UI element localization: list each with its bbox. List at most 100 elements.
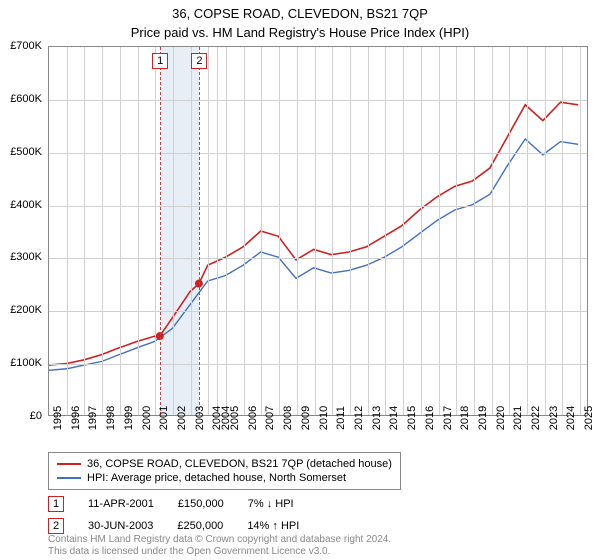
x-axis-tick-label: 2018 [459,406,471,430]
gridline-horizontal [49,258,587,259]
gridline-horizontal [49,100,587,101]
sale-date: 30-JUN-2003 [88,520,153,532]
series-line [49,139,578,370]
gridline-horizontal [49,153,587,154]
gridline-vertical [279,47,280,415]
x-axis-tick-label: 2006 [247,406,259,430]
sale-marker-box-on-chart: 1 [152,53,168,69]
x-axis-tick-label: 2008 [282,406,294,430]
legend-item: 36, COPSE ROAD, CLEVEDON, BS21 7QP (deta… [57,457,392,471]
sale-date: 11-APR-2001 [88,498,154,510]
y-axis-tick-label: £200K [0,304,46,316]
x-axis-tick-label: 1995 [52,406,64,430]
gridline-vertical [120,47,121,415]
footer-copyright: Contains HM Land Registry data © Crown c… [48,534,391,546]
sale-price: £250,000 [177,520,223,532]
gridline-vertical [545,47,546,415]
y-axis-tick-label: £500K [0,146,46,158]
x-axis-tick-label: 2022 [530,406,542,430]
chart-container: 36, COPSE ROAD, CLEVEDON, BS21 7QP Price… [0,0,600,560]
y-axis-tick-label: £400K [0,199,46,211]
gridline-vertical [84,47,85,415]
gridline-vertical [173,47,174,415]
sale-marker-line [160,47,161,415]
gridline-vertical [332,47,333,415]
sale-delta-hpi: 14% ↑ HPI [247,520,299,532]
chart-plot-area: 12 [48,46,588,416]
y-axis-tick-label: £100K [0,357,46,369]
gridline-vertical [509,47,510,415]
gridline-vertical [244,47,245,415]
x-axis-tick-label: 2020 [495,406,507,430]
x-axis-tick-label: 2002 [176,406,188,430]
x-axis-tick-label: 2025 [583,406,595,430]
gridline-vertical [155,47,156,415]
gridline-vertical [527,47,528,415]
x-axis-tick-label: 2024 [565,406,577,430]
gridline-vertical [562,47,563,415]
chart-legend: 36, COPSE ROAD, CLEVEDON, BS21 7QP (deta… [48,452,401,490]
gridline-vertical [368,47,369,415]
y-axis-tick-label: £700K [0,40,46,52]
x-axis-tick-label: 2007 [264,406,276,430]
chart-title-address: 36, COPSE ROAD, CLEVEDON, BS21 7QP [0,0,600,21]
gridline-vertical [421,47,422,415]
x-axis-tick-label: 2017 [442,406,454,430]
gridline-vertical [261,47,262,415]
x-axis-tick-label: 2014 [388,406,400,430]
gridline-vertical [217,47,218,415]
x-axis-tick-label: 2010 [318,406,330,430]
gridline-vertical [439,47,440,415]
x-axis-tick-label: 1997 [87,406,99,430]
x-axis-tick-label: 2013 [371,406,383,430]
gridline-vertical [67,47,68,415]
legend-label: 36, COPSE ROAD, CLEVEDON, BS21 7QP (deta… [87,458,392,470]
gridline-vertical [403,47,404,415]
x-axis-tick-label: 1999 [123,406,135,430]
x-axis-tick-label: 1998 [105,406,117,430]
sale-record-row: 1 11-APR-2001 £150,000 7% ↓ HPI [48,496,294,512]
x-axis-tick-label: 2012 [353,406,365,430]
x-axis-tick-label: 2005 [229,406,241,430]
x-axis-tick-label: 2003 [194,406,206,430]
sale-price: £150,000 [178,498,224,510]
gridline-vertical [474,47,475,415]
y-axis-tick-label: £300K [0,251,46,263]
gridline-horizontal [49,364,587,365]
footer-licence: This data is licensed under the Open Gov… [48,546,391,558]
legend-swatch [57,477,81,479]
gridline-vertical [580,47,581,415]
x-axis-tick-label: 1996 [70,406,82,430]
legend-item: HPI: Average price, detached house, Nort… [57,471,392,485]
gridline-vertical [456,47,457,415]
x-axis-tick-label: 2019 [477,406,489,430]
sale-delta-hpi: 7% ↓ HPI [248,498,294,510]
sale-marker-line [199,47,200,415]
x-axis-tick-label: 2001 [158,406,170,430]
legend-label: HPI: Average price, detached house, Nort… [87,472,346,484]
x-axis-tick-label: 2015 [406,406,418,430]
chart-title-subtitle: Price paid vs. HM Land Registry's House … [0,21,600,46]
gridline-vertical [226,47,227,415]
legend-swatch [57,463,81,465]
gridline-vertical [297,47,298,415]
x-axis-tick-label: 2016 [424,406,436,430]
gridline-vertical [191,47,192,415]
gridline-vertical [315,47,316,415]
gridline-vertical [102,47,103,415]
x-axis-tick-label: 2009 [300,406,312,430]
sale-marker-box-on-chart: 2 [191,53,207,69]
gridline-horizontal [49,206,587,207]
chart-footer: Contains HM Land Registry data © Crown c… [48,534,391,558]
gridline-vertical [350,47,351,415]
x-axis-tick-label: 2023 [548,406,560,430]
sale-marker-box: 1 [48,496,64,512]
gridline-vertical [138,47,139,415]
y-axis-tick-label: £0 [0,410,46,422]
x-axis-tick-label: 2011 [335,406,347,430]
gridline-vertical [208,47,209,415]
x-axis-tick-label: 2000 [141,406,153,430]
sale-marker-box: 2 [48,518,64,534]
gridline-vertical [385,47,386,415]
gridline-vertical [492,47,493,415]
